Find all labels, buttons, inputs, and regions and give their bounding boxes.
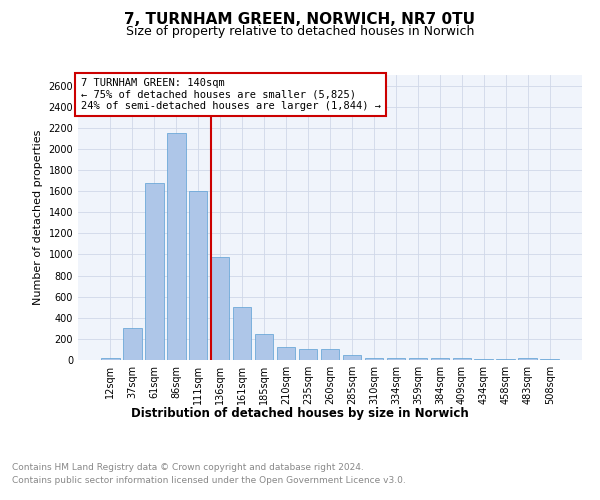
Text: Size of property relative to detached houses in Norwich: Size of property relative to detached ho… (126, 25, 474, 38)
Text: 7, TURNHAM GREEN, NORWICH, NR7 0TU: 7, TURNHAM GREEN, NORWICH, NR7 0TU (125, 12, 476, 28)
Text: 7 TURNHAM GREEN: 140sqm
← 75% of detached houses are smaller (5,825)
24% of semi: 7 TURNHAM GREEN: 140sqm ← 75% of detache… (80, 78, 380, 111)
Bar (320, 350, 340, 360)
Bar (189, 191, 208, 360)
Bar (255, 334, 274, 360)
Text: Contains public sector information licensed under the Open Government Licence v3: Contains public sector information licen… (12, 476, 406, 485)
Bar (365, 358, 383, 360)
Bar (386, 358, 405, 360)
Bar (123, 328, 142, 360)
Bar (211, 257, 229, 360)
Bar (452, 358, 471, 360)
Bar (343, 354, 361, 360)
Bar (431, 358, 449, 360)
Bar (145, 183, 164, 360)
Bar (233, 307, 251, 360)
Text: Contains HM Land Registry data © Crown copyright and database right 2024.: Contains HM Land Registry data © Crown c… (12, 462, 364, 471)
Bar (409, 358, 427, 360)
Bar (299, 350, 317, 360)
Text: Distribution of detached houses by size in Norwich: Distribution of detached houses by size … (131, 408, 469, 420)
Bar (167, 133, 185, 360)
Y-axis label: Number of detached properties: Number of detached properties (33, 130, 43, 305)
Bar (101, 358, 119, 360)
Bar (277, 348, 295, 360)
Bar (518, 358, 537, 360)
